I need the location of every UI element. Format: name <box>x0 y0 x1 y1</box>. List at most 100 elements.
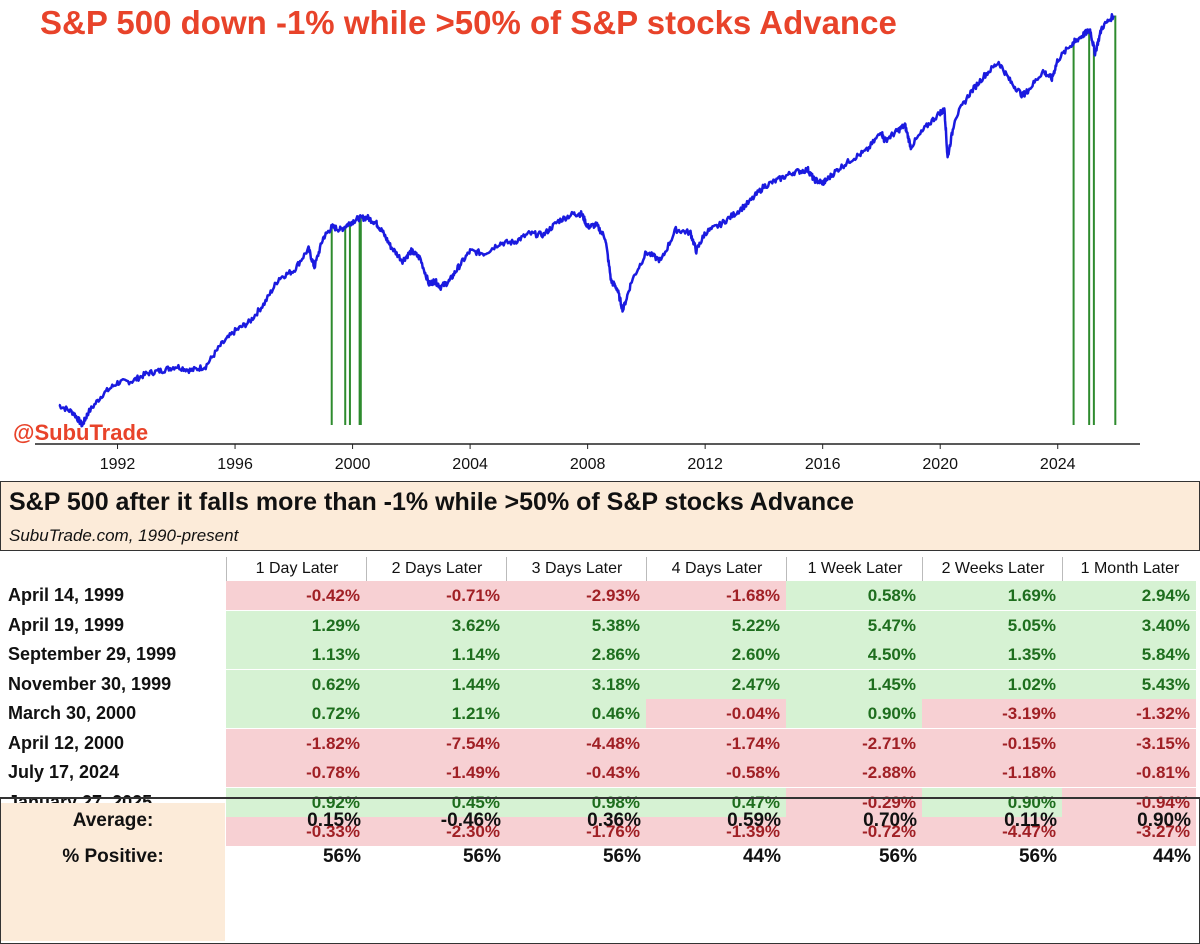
table-cell: -0.58% <box>646 758 786 787</box>
table-cell: 5.05% <box>922 610 1062 640</box>
chart-title: S&P 500 down -1% while >50% of S&P stock… <box>40 4 897 41</box>
table-cell: -1.68% <box>646 581 786 610</box>
table-cell: -0.15% <box>922 728 1062 758</box>
positive-value: 44% <box>742 846 781 867</box>
table-cell: -1.74% <box>646 728 786 758</box>
table-title: S&P 500 after it falls more than -1% whi… <box>9 488 854 516</box>
table-cell: 5.84% <box>1062 640 1196 669</box>
table-cell: -0.42% <box>226 581 366 610</box>
table-cell: 3.40% <box>1062 610 1196 640</box>
footer-label-fill <box>1 875 225 941</box>
sp500-line-chart: 1992 1996 2000 2004 2008 2012 2016 2020 2024 <box>35 13 1140 473</box>
average-value: 0.59% <box>727 810 781 831</box>
table-cell: 0.45% <box>366 787 506 817</box>
table-row: March 26, 2025-0.33%-2.30%-1.76%-1.39%-0… <box>0 817 1200 846</box>
table-cell: 1.69% <box>922 581 1062 610</box>
x-tick-label-5: 2012 <box>687 456 723 473</box>
table-cell: -0.43% <box>506 758 646 787</box>
average-value: 0.11% <box>1004 810 1057 831</box>
table-row: April 19, 1999 1.29% 3.62% 5.38% 5.22% 5.47% 5… <box>0 610 1200 640</box>
table-cell: 0.47% <box>646 787 786 817</box>
table-cell: 1.29% <box>226 610 366 640</box>
table-cell: -1.39% <box>646 817 786 846</box>
table-row: April 14, 1999 -0.42% -0.71% -2.93% -1.68% 0.… <box>0 581 1200 610</box>
table-footer: Average: % Positive: 0.15% -0.46% 0.36% 0.5… <box>0 797 1200 944</box>
row-date: April 19, 1999 <box>8 614 125 635</box>
column-header-5: 2 Weeks Later <box>922 557 1063 581</box>
table-cell: 1.13% <box>226 640 366 669</box>
row-date: April 12, 2000 <box>8 732 125 753</box>
table-cell: 1.14% <box>366 640 506 669</box>
table-row: July 17, 2024 -0.78% -1.49% -0.43% -0.58% -2.… <box>0 758 1200 787</box>
row-date: September 29, 1999 <box>8 644 177 664</box>
table-cell: -3.15% <box>1062 728 1196 758</box>
column-header-0: 1 Day Later <box>226 557 367 581</box>
table-cell: 3.18% <box>506 669 646 699</box>
table-cell: -0.33% <box>226 817 366 846</box>
table-cell: 5.43% <box>1062 669 1196 699</box>
column-header-3: 4 Days Later <box>646 557 787 581</box>
table-cell: -1.32% <box>1062 699 1196 728</box>
table-cell: 0.46% <box>506 699 646 728</box>
series-line-0 <box>58 13 1115 428</box>
table-cell: 1.45% <box>786 669 922 699</box>
table-cell: -4.47% <box>922 817 1062 846</box>
average-value: 0.90% <box>1137 810 1191 831</box>
x-tick-label-4: 2008 <box>570 456 606 473</box>
table-cell: 1.35% <box>922 640 1062 669</box>
table-cell: -2.30% <box>366 817 506 846</box>
average-value: 0.15% <box>307 810 361 831</box>
table-cell: 3.62% <box>366 610 506 640</box>
positive-label: % Positive: <box>1 839 225 875</box>
x-tick-label-8: 2024 <box>1040 456 1076 473</box>
table-cell: 1.21% <box>366 699 506 728</box>
positive-value: 56% <box>462 846 501 867</box>
row-date: July 17, 2024 <box>8 762 120 782</box>
table-row: April 12, 2000 -1.82% -7.54% -4.48% -1.74% -2… <box>0 728 1200 758</box>
x-tick-label-2: 2000 <box>335 456 371 473</box>
average-label: Average: <box>1 803 225 839</box>
table-cell: 1.44% <box>366 669 506 699</box>
table-row: September 29, 1999 1.13% 1.14% 2.86% 2.60% 4.… <box>0 640 1200 669</box>
table-cell: 2.94% <box>1062 581 1196 610</box>
positive-value: 44% <box>1152 846 1191 867</box>
average-value: 0.36% <box>587 810 641 831</box>
table-row: March 30, 2000 0.72% 1.21% 0.46% -0.04% 0.90%… <box>0 699 1200 728</box>
x-tick-label-1: 1996 <box>217 456 253 473</box>
table-cell: -1.18% <box>922 758 1062 787</box>
table-cell: 4.50% <box>786 640 922 669</box>
row-date: November 30, 1999 <box>8 673 172 694</box>
chart-area: 1992 1996 2000 2004 2008 2012 2016 2020 2024 S&P… <box>13 4 1140 473</box>
table-cell: -2.88% <box>786 758 922 787</box>
x-tick-label-0: 1992 <box>100 456 136 473</box>
table-row: November 30, 1999 0.62% 1.44% 3.18% 2.47% 1.4… <box>0 669 1200 699</box>
column-header-1: 2 Days Later <box>366 557 507 581</box>
results-table: S&P 500 after it falls more than -1% whi… <box>0 481 1200 944</box>
table-cell: 0.62% <box>226 669 366 699</box>
column-header-4: 1 Week Later <box>786 557 923 581</box>
table-cell: 0.58% <box>786 581 922 610</box>
row-date: March 30, 2000 <box>8 703 137 723</box>
watermark: @SubuTrade <box>13 420 149 445</box>
table-cell: 0.72% <box>226 699 366 728</box>
x-tick-label-3: 2004 <box>452 456 488 473</box>
table-cell: -1.49% <box>366 758 506 787</box>
table-cell: -0.81% <box>1062 758 1196 787</box>
table-cell: 5.38% <box>506 610 646 640</box>
column-header-6: 1 Month Later <box>1062 557 1197 581</box>
positive-value: 56% <box>1018 846 1057 867</box>
table-cell: -3.27% <box>1062 817 1196 846</box>
table-cell: -0.71% <box>366 581 506 610</box>
average-value: -0.46% <box>440 810 501 831</box>
positive-value: 56% <box>322 846 361 867</box>
table-cell: 2.60% <box>646 640 786 669</box>
table-cell: 2.86% <box>506 640 646 669</box>
table-cell: 1.02% <box>922 669 1062 699</box>
x-tick-label-7: 2020 <box>922 456 958 473</box>
table-cell: 2.47% <box>646 669 786 699</box>
table-cell: -7.54% <box>366 728 506 758</box>
table-cell: -2.71% <box>786 728 922 758</box>
table-cell: -0.78% <box>226 758 366 787</box>
table-cell: -4.48% <box>506 728 646 758</box>
table-cell: -0.04% <box>646 699 786 728</box>
